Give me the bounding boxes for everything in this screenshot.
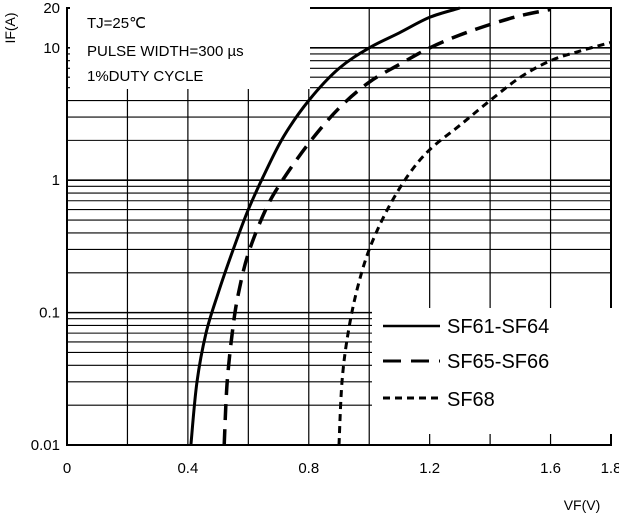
series-curves	[189, 6, 612, 446]
series-line-sf61-sf64	[189, 6, 461, 446]
x-tick-labels: 0 0.4 0.8 1.2 1.6 1.8	[63, 460, 619, 477]
y-tick-label: 0.01	[31, 437, 60, 454]
y-axis-label: IF(A)	[2, 12, 18, 43]
y-tick-label: 10	[43, 40, 60, 57]
y-tick-label: 1	[52, 172, 60, 189]
legend: SF61-SF64 SF65-SF66 SF68	[372, 308, 615, 434]
x-axis-label: VF(V)	[564, 497, 601, 513]
legend-label-sf61-sf64: SF61-SF64	[447, 316, 549, 338]
legend-label-sf68: SF68	[447, 389, 495, 411]
y-tick-label: 20	[43, 0, 60, 17]
legend-bg	[372, 308, 615, 434]
x-tick-label: 1.6	[540, 460, 561, 477]
condition-box: TJ=25℃ PULSE WIDTH=300 µs 1%DUTY CYCLE	[70, 6, 310, 89]
annotation-pulse-width: PULSE WIDTH=300 µs	[87, 43, 244, 60]
x-tick-label: 1.2	[419, 460, 440, 477]
x-tick-label: 0.4	[177, 460, 198, 477]
condition-box-bg	[70, 6, 310, 89]
y-tick-label: 0.1	[39, 305, 60, 322]
annotation-tj: TJ=25℃	[87, 15, 146, 32]
series-line-sf65-sf66	[222, 7, 551, 446]
y-tick-labels: 0.01 0.1 1 10 20	[31, 0, 60, 454]
legend-label-sf65-sf66: SF65-SF66	[447, 351, 549, 373]
annotation-duty-cycle: 1%DUTY CYCLE	[87, 68, 203, 85]
x-tick-label: 1.8	[601, 460, 619, 477]
x-tick-label: 0	[63, 460, 71, 477]
x-tick-label: 0.8	[298, 460, 319, 477]
